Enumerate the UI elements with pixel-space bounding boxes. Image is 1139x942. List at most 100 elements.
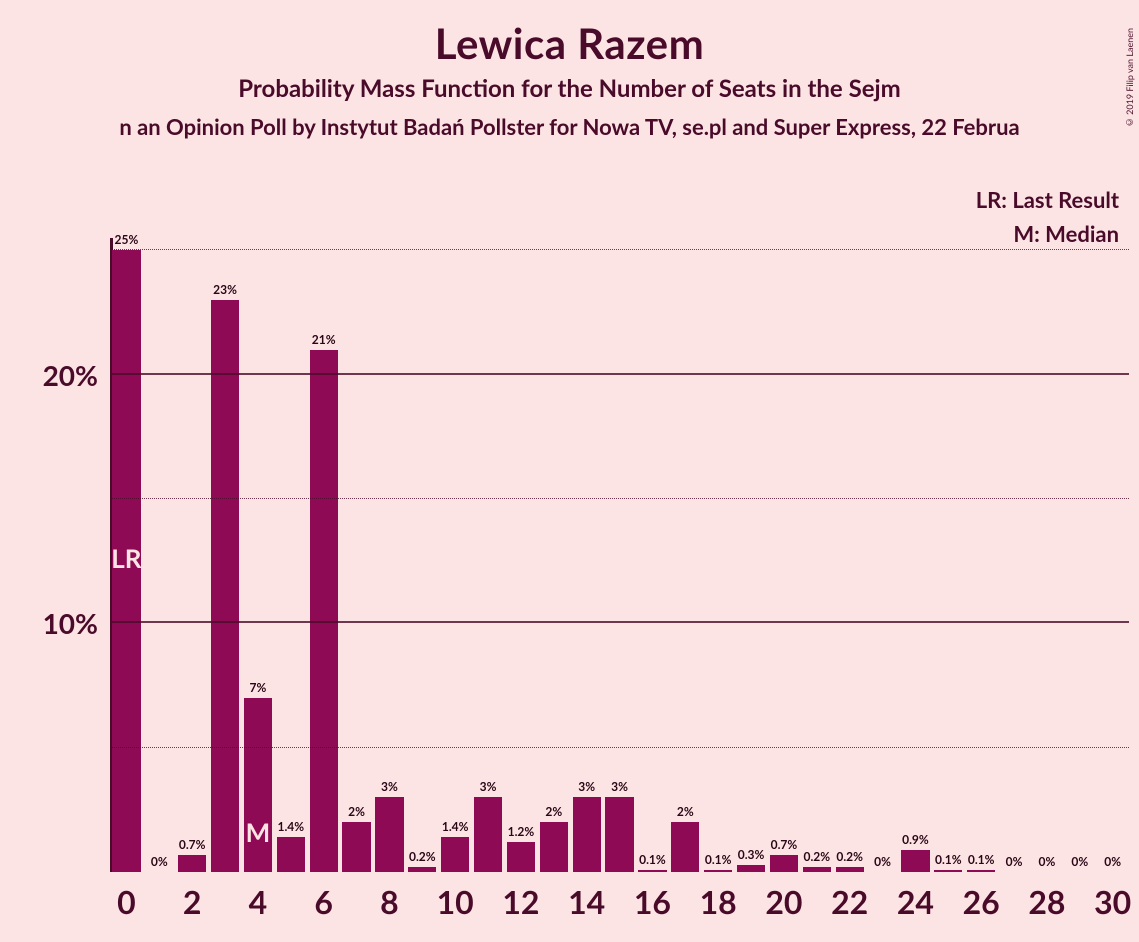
bar-slot: 0.1%16 (636, 238, 669, 872)
x-tick-label: 16 (634, 882, 671, 921)
x-tick-label: 12 (502, 882, 539, 921)
bar-value-label: 0.7% (771, 837, 798, 852)
bar-slot: 2% (537, 238, 570, 872)
x-tick-label: 8 (380, 882, 399, 921)
bar-value-label: 0% (1071, 854, 1088, 869)
bar-value-label: 0% (1039, 854, 1056, 869)
bar-slot: 0%28 (1031, 238, 1064, 872)
bar: 0.2% (408, 867, 436, 872)
x-tick-label: 10 (437, 882, 474, 921)
bar-value-label: 0.7% (179, 837, 206, 852)
bar: 2% (342, 822, 370, 872)
chart-title: Lewica Razem (0, 18, 1139, 68)
chart-container: LR: Last Result M: Median 25%LR00%0.7%22… (0, 188, 1139, 942)
bar-slot: 0% (998, 238, 1031, 872)
bar-slot: 0% (1063, 238, 1096, 872)
bar: 0.1% (704, 870, 732, 872)
bar: 0.7% (770, 855, 798, 872)
bar-value-label: 1.4% (277, 819, 304, 834)
bar: 0.3% (737, 865, 765, 872)
x-tick-label: 20 (765, 882, 802, 921)
bar-slot: 3%8 (373, 238, 406, 872)
bar: 1.4% (277, 837, 305, 872)
bar-slot: 0.7%20 (768, 238, 801, 872)
bar-value-label: 3% (578, 779, 595, 794)
bar-value-label: 0.2% (836, 849, 863, 864)
bar-slot: 1.4% (274, 238, 307, 872)
gridline-minor (110, 747, 1129, 748)
bar-value-label: 0.2% (803, 849, 830, 864)
x-tick-label: 26 (963, 882, 1000, 921)
bar: 0.2% (803, 867, 831, 872)
bar: 25%LR (112, 250, 140, 872)
bar-value-label: 2% (348, 804, 365, 819)
x-tick-label: 22 (831, 882, 868, 921)
bar: 3% (605, 797, 633, 872)
bar-value-label: 0.1% (639, 852, 666, 867)
bar-value-label: 0.1% (705, 852, 732, 867)
bar-value-label: 0.3% (738, 847, 765, 862)
bar: 0.9% (901, 850, 929, 872)
bar-value-label: 2% (545, 804, 562, 819)
bar: 0.1% (934, 870, 962, 872)
x-tick-label: 30 (1094, 882, 1131, 921)
bar-value-label: 3% (381, 779, 398, 794)
bar-slot: 0% (143, 238, 176, 872)
bar-slot: 0.7%2 (176, 238, 209, 872)
bar: 2% (540, 822, 568, 872)
y-tick-label: 10% (43, 606, 110, 640)
chart-subtitle-1: Probability Mass Function for the Number… (0, 74, 1139, 103)
bar: 21% (310, 350, 338, 872)
bar-slot: 25%LR0 (110, 238, 143, 872)
bar: 0.1% (967, 870, 995, 872)
bar-slot: 3% (603, 238, 636, 872)
bar-slot: 0% (866, 238, 899, 872)
bar: 3% (474, 797, 502, 872)
chart-subtitle-2: n an Opinion Poll by Instytut Badań Poll… (0, 113, 1139, 140)
bar-slot: 0.2% (406, 238, 439, 872)
y-tick-label: 20% (43, 358, 110, 392)
bar-value-label: 0.2% (409, 849, 436, 864)
bars-container: 25%LR00%0.7%223%7%M41.4%21%62%3%80.2%1.4… (110, 238, 1129, 872)
bar-value-label: 23% (213, 282, 237, 297)
bar-value-label: 21% (312, 332, 336, 347)
plot-area: 25%LR00%0.7%223%7%M41.4%21%62%3%80.2%1.4… (110, 238, 1129, 872)
bar-slot: 0.2%22 (833, 238, 866, 872)
x-tick-label: 0 (117, 882, 136, 921)
gridline-major (110, 373, 1129, 375)
bar-value-label: 3% (480, 779, 497, 794)
bar-slot: 2% (669, 238, 702, 872)
x-tick-label: 14 (568, 882, 605, 921)
bar-slot: 7%M4 (242, 238, 275, 872)
bar-slot: 0.1%26 (965, 238, 998, 872)
bar: 3% (375, 797, 403, 872)
bar-value-label: 25% (115, 232, 139, 247)
bar-slot: 23% (209, 238, 242, 872)
bar-value-label: 0.1% (935, 852, 962, 867)
bar-slot: 2% (340, 238, 373, 872)
bar-slot: 21%6 (307, 238, 340, 872)
bar-slot: 0.1%18 (702, 238, 735, 872)
x-tick-label: 2 (183, 882, 202, 921)
bar-value-label: 0.1% (968, 852, 995, 867)
bar: 2% (671, 822, 699, 872)
bar-slot: 0.9%24 (899, 238, 932, 872)
bar-slot: 0%30 (1096, 238, 1129, 872)
median-marker: M (246, 816, 271, 848)
bar: 0.7% (178, 855, 206, 872)
bar: 7%M (244, 698, 272, 872)
bar-slot: 3%14 (570, 238, 603, 872)
bar-slot: 1.2%12 (505, 238, 538, 872)
bar: 1.4% (441, 837, 469, 872)
bar-value-label: 1.2% (508, 824, 535, 839)
last-result-marker: LR (111, 542, 141, 574)
x-tick-label: 24 (897, 882, 934, 921)
x-tick-label: 4 (249, 882, 268, 921)
bar-value-label: 0% (151, 854, 168, 869)
bar-slot: 1.4%10 (439, 238, 472, 872)
bar-value-label: 0% (1006, 854, 1023, 869)
gridline-major (110, 621, 1129, 623)
bar: 3% (573, 797, 601, 872)
copyright-text: © 2019 Filip van Laenen (1124, 28, 1135, 128)
bar-value-label: 0.9% (902, 832, 929, 847)
